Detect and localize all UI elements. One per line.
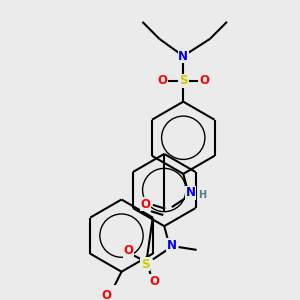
Text: N: N	[167, 238, 177, 252]
Text: O: O	[150, 275, 160, 288]
Text: O: O	[158, 74, 167, 87]
Text: O: O	[123, 244, 133, 257]
Text: O: O	[199, 74, 209, 87]
Text: N: N	[186, 186, 196, 200]
Text: O: O	[101, 289, 111, 300]
Text: S: S	[141, 258, 149, 271]
Text: N: N	[178, 50, 188, 63]
Text: O: O	[140, 198, 150, 211]
Text: S: S	[179, 74, 188, 87]
Text: H: H	[198, 190, 206, 200]
